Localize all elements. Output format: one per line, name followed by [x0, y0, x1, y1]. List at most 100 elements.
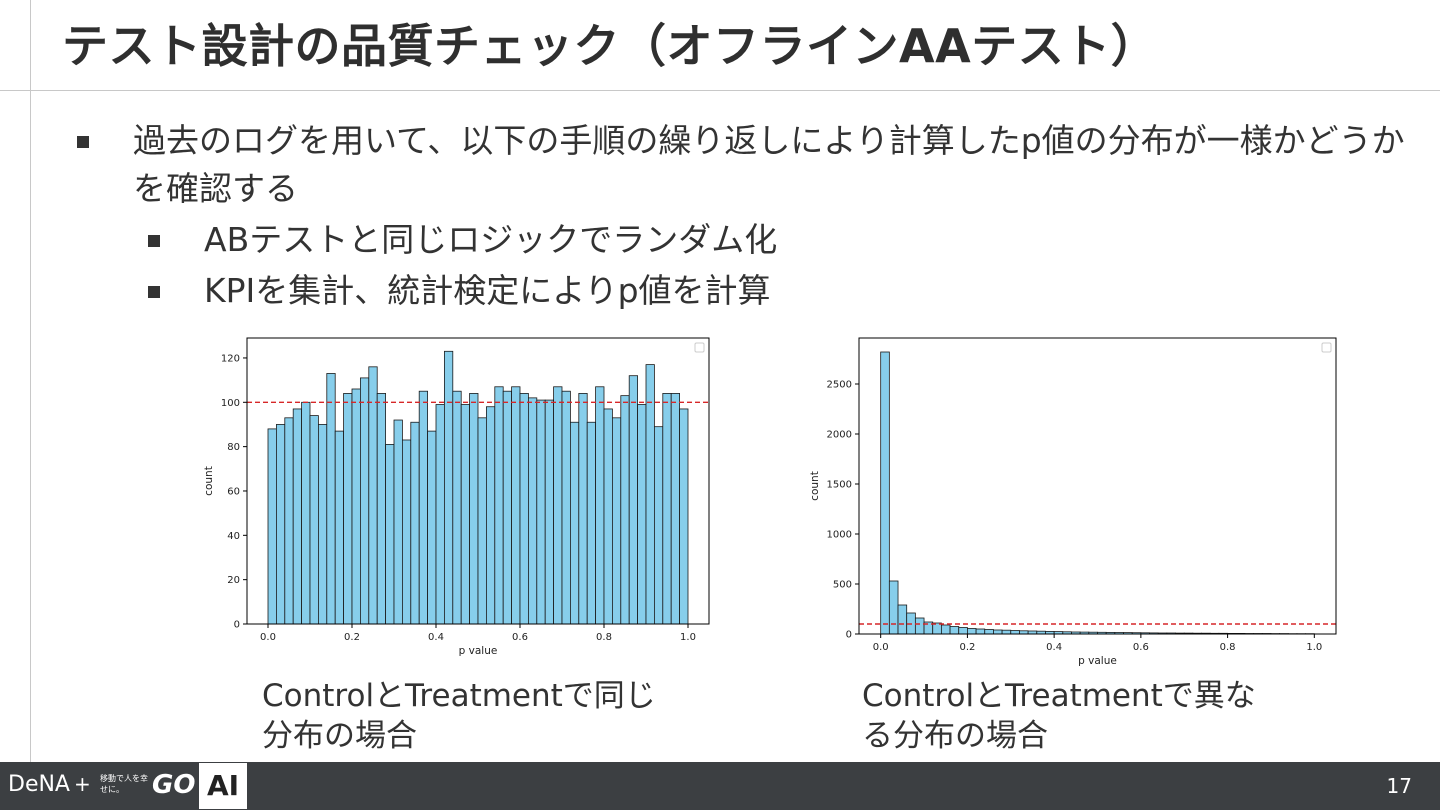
y-tick-label: 2500: [827, 380, 852, 391]
bar: [435, 404, 445, 625]
bar: [359, 377, 370, 625]
bar: [469, 393, 479, 625]
x-axis-label: p value: [1078, 655, 1117, 667]
x-tick-label: 0.0: [873, 642, 889, 653]
bar: [485, 406, 496, 625]
bar: [443, 350, 454, 625]
bar: [427, 430, 437, 625]
bar: [318, 424, 328, 625]
bar: [975, 628, 986, 635]
x-tick-label: 0.4: [428, 632, 444, 643]
x-tick-label: 0.6: [512, 632, 528, 643]
bar: [993, 629, 1003, 635]
bar: [502, 390, 513, 625]
bar: [637, 404, 647, 625]
x-tick-label: 0.0: [260, 632, 276, 643]
x-tick-label: 0.2: [959, 642, 975, 653]
bar: [401, 439, 412, 625]
bar: [561, 390, 571, 625]
bullet-1: 過去のログを用いて、以下の手順の繰り返しにより計算したp値の分布が一様かどうかを…: [77, 117, 1413, 213]
x-tick-label: 0.2: [344, 632, 360, 643]
bar: [897, 604, 908, 635]
bar: [940, 624, 951, 635]
skewed-pvalue-histogram: 0.0 0.2 0.4 0.6 0.8 1.0 0 500 1000 1500 2000 2500 p …: [809, 337, 1337, 667]
dena-logo: DeNA: [8, 772, 70, 797]
bar: [292, 408, 302, 625]
y-tick-label: 500: [833, 580, 852, 591]
bar: [984, 629, 994, 635]
caption-2-text: ControlとTreatmentで異な る分布の場合: [862, 678, 1256, 754]
bar: [628, 375, 639, 625]
bar: [595, 386, 605, 625]
bar: [477, 417, 487, 625]
legend-box: [1321, 342, 1332, 353]
bar: [334, 430, 344, 625]
uniform-pvalue-histogram: 0.0 0.2 0.4 0.6 0.8 1.0 0 20 40 60 80 100 120 p value…: [203, 337, 710, 657]
bullet-3: KPIを集計、統計検定によりp値を計算: [148, 267, 771, 315]
page-number: 17: [1386, 774, 1412, 798]
x-tick-label: 0.4: [1046, 642, 1062, 653]
bar: [284, 417, 294, 625]
bar: [578, 393, 588, 625]
plot-frame: [858, 337, 1337, 635]
go-logo: GO: [152, 770, 196, 800]
y-tick-label: 120: [221, 353, 240, 364]
bar: [645, 364, 655, 625]
go-tagline: 移動で人を幸せに。: [100, 774, 148, 794]
bar: [376, 393, 386, 625]
bar: [670, 393, 681, 625]
bar: [553, 386, 563, 625]
bar: [460, 404, 471, 625]
bar: [494, 386, 504, 625]
bar: [536, 399, 546, 625]
bar: [418, 390, 428, 625]
y-tick-label: 2000: [827, 430, 852, 441]
bar: [1010, 630, 1020, 635]
bar: [527, 397, 538, 625]
x-tick-label: 1.0: [1306, 642, 1322, 653]
bar: [301, 401, 311, 625]
bar: [949, 626, 960, 635]
bar: [410, 421, 420, 625]
bullet-3-text: KPIを集計、統計検定によりp値を計算: [204, 271, 771, 310]
y-tick-label: 1000: [827, 530, 852, 541]
logo-plus: +: [74, 772, 91, 796]
bullet-2-text: ABテストと同じロジックでランダム化: [204, 220, 778, 259]
bar: [452, 390, 462, 625]
bar: [888, 580, 899, 635]
bar: [276, 424, 286, 625]
square-bullet-icon: [148, 235, 160, 247]
bar: [679, 408, 689, 625]
y-tick-label: 20: [227, 575, 240, 586]
bar: [368, 366, 378, 625]
square-bullet-icon: [148, 286, 160, 298]
bar: [611, 417, 622, 625]
y-axis-label: count: [809, 471, 821, 501]
bar: [586, 421, 597, 625]
bar: [326, 373, 336, 625]
bar: [267, 428, 277, 625]
bar: [519, 393, 529, 625]
square-bullet-icon: [77, 136, 89, 148]
bar: [544, 399, 555, 625]
caption-different-distribution: ControlとTreatmentで異な る分布の場合: [862, 676, 1256, 756]
bar: [914, 617, 925, 635]
y-tick-label: 1500: [827, 480, 852, 491]
bar: [511, 386, 521, 625]
x-tick-label: 0.8: [1220, 642, 1236, 653]
y-tick-label: 0: [234, 620, 240, 631]
y-tick-label: 80: [227, 442, 240, 453]
bullet-1-text: 過去のログを用いて、以下の手順の繰り返しにより計算したp値の分布が一様かどうかを…: [133, 121, 1405, 208]
ai-badge: AI: [199, 763, 247, 809]
x-tick-label: 0.8: [596, 632, 612, 643]
bar: [385, 444, 395, 625]
bar: [309, 415, 319, 625]
y-tick-label: 100: [221, 398, 240, 409]
bar: [958, 627, 968, 635]
x-axis-label: p value: [459, 645, 498, 657]
bar: [662, 393, 672, 625]
bar: [653, 426, 664, 625]
legend-box: [694, 342, 705, 353]
left-margin-line: [30, 0, 31, 762]
slide-title: テスト設計の品質チェック（オフラインAAテスト）: [62, 19, 1158, 73]
